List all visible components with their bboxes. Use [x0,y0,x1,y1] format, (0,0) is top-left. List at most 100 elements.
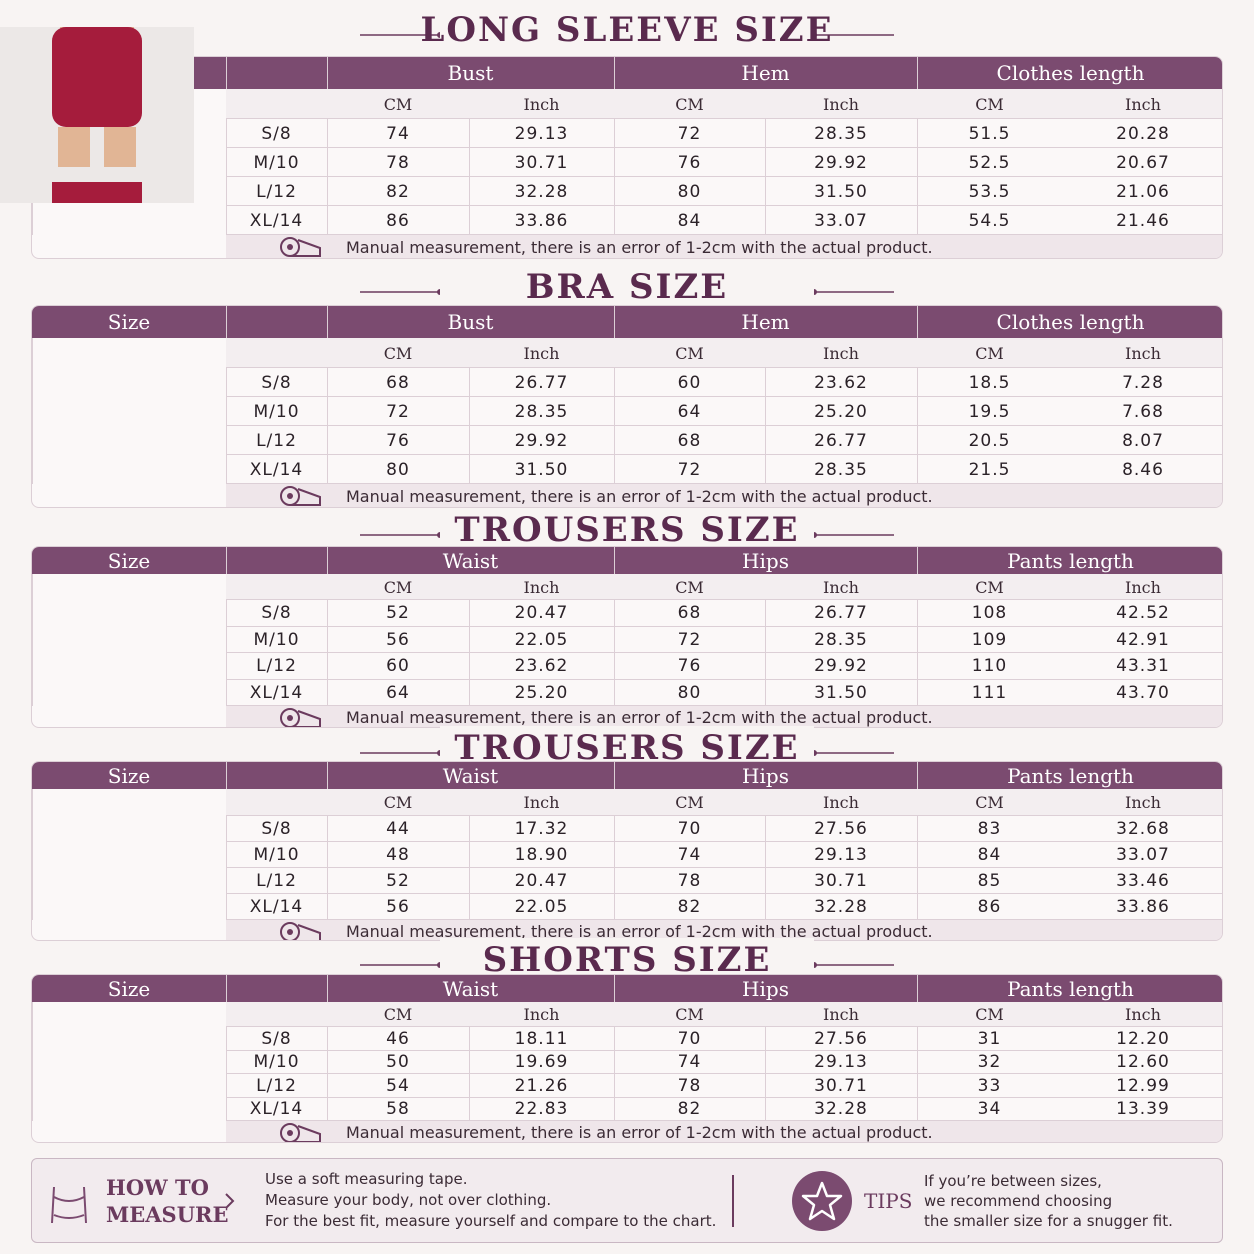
divider [32,338,33,484]
size-value: 85 [977,871,1002,891]
size-value: 52 [386,603,410,624]
model-photo [52,27,142,167]
header-row [32,547,1222,574]
note-row [226,1121,1222,1142]
unit-label: CM [675,793,704,812]
star-svg [792,1171,852,1231]
star-icon [792,1171,852,1231]
column-header: Pants length [1007,976,1134,1001]
tips-text: If you’re between sizes, [924,1172,1102,1190]
arrow-icon [225,1193,235,1209]
row-line [226,147,1222,148]
unit-label: CM [383,577,413,597]
divider [765,338,766,484]
divider [614,57,615,235]
size-value: 32.68 [1116,819,1170,839]
unit-label: CM [975,343,1004,363]
size-value: 80 [677,181,702,202]
size-value: 22.05 [514,629,569,650]
size-value: 29.92 [514,430,569,451]
column-header: Hips [742,763,789,788]
header-row [32,975,1222,1002]
note: Manual measurement, there is an error of… [346,921,933,941]
row-line [226,234,1222,235]
size-value: 33.46 [1116,871,1170,891]
divider [327,547,328,706]
size-table: Size Bust Hem Clothes length CM Inch CM Inch CM I… [31,305,1223,508]
header-row [32,306,1222,338]
tape-icon [276,707,324,727]
size-value: 22.05 [514,897,569,917]
divider [917,975,918,1121]
column-header: Hips [742,976,789,1001]
size-value: 76 [386,430,410,451]
size-value: 76 [677,656,702,677]
size-value: 108 [971,603,1008,624]
size-label: XL/14 [249,897,304,917]
size-value: 72 [386,401,410,422]
size-value: 64 [386,682,410,703]
size-value: 56 [386,897,410,917]
divider [327,57,328,235]
unit-label: CM [383,94,413,114]
size-value: 72 [677,123,702,144]
size-label: XL/14 [249,459,304,480]
column-header: Clothes length [996,61,1145,85]
unit-label: CM [975,94,1004,114]
size-value: 27.56 [814,1028,868,1049]
row-line [226,176,1222,177]
size-label: S/8 [261,372,292,393]
size-value: 34 [977,1099,1002,1120]
size-value: 52.5 [968,152,1011,173]
size-value: 68 [677,430,702,451]
tape-icon [276,1122,324,1142]
size-value: 109 [971,629,1008,650]
size-value: 30.71 [814,1075,868,1096]
size-value: 23.62 [814,372,868,393]
size-value: 70 [677,819,702,839]
size-value: 31.50 [814,682,868,703]
unit-label: CM [675,343,704,363]
divider [765,574,766,706]
size-value: 26.77 [514,372,569,393]
row-line [226,1096,1222,1098]
divider [226,547,227,706]
size-label: XL/14 [249,210,304,231]
how-to-title: MEASURE [106,1201,229,1227]
header-row [32,57,1222,89]
size-value: 12.20 [1116,1028,1170,1049]
size-value: 20.28 [1116,123,1170,144]
divider [614,306,615,484]
size-value: 17.32 [514,819,569,839]
size-value: 80 [677,682,702,703]
size-value: 30.71 [514,152,569,173]
size-value: 74 [677,845,702,865]
size-label: L/12 [256,1075,297,1096]
column-header: Hem [741,310,790,334]
size-value: 32 [977,1052,1002,1073]
size-value: 29.13 [514,123,569,144]
section-title: BRA SIZE [440,265,814,309]
size-value: 33.07 [814,210,868,231]
unit-label: CM [975,793,1004,812]
size-value: 21.06 [1116,181,1170,202]
size-label: L/12 [256,871,297,891]
unit-label: Inch [823,793,859,812]
size-value: 64 [677,401,702,422]
size-value: 18.5 [968,372,1011,393]
measure-text: For the best fit, measure yourself and c… [265,1212,717,1230]
column-header: Waist [442,763,499,788]
size-label: S/8 [261,819,292,839]
section-title: TROUSERS SIZE [440,508,814,552]
size-value: 32.28 [814,897,868,917]
size-value: 33.86 [1116,897,1170,917]
divider [32,574,33,706]
size-value: 51.5 [968,123,1011,144]
unit-label: Inch [823,1005,859,1024]
size-value: 70 [677,1028,702,1049]
column-header: Size [107,976,151,1001]
size-value: 18.11 [514,1028,569,1049]
size-table: Size Waist Hips Pants length CM Inch CM Inch CM I… [31,546,1223,728]
size-value: 31.50 [514,459,569,480]
size-label: M/10 [253,1052,300,1073]
